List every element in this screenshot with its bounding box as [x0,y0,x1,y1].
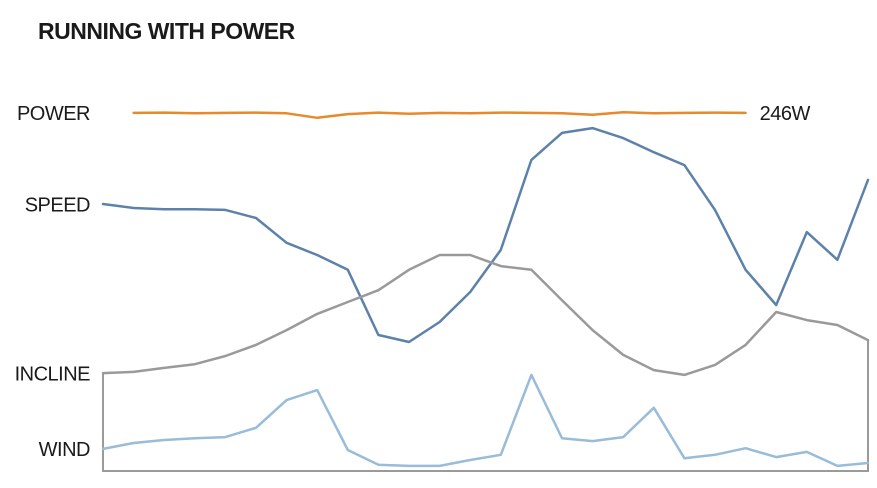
chart-title: RUNNING WITH POWER [38,18,296,44]
series-line [132,110,747,120]
incline-frame [102,340,869,472]
series-label: INCLINE [15,363,91,385]
series-line [101,373,870,468]
series-label: POWER [17,103,90,125]
series-label: SPEED [25,194,90,216]
annotation: 246W [760,103,811,125]
series-line [101,253,870,377]
series-line [101,126,870,344]
series-label: WIND [39,439,90,461]
